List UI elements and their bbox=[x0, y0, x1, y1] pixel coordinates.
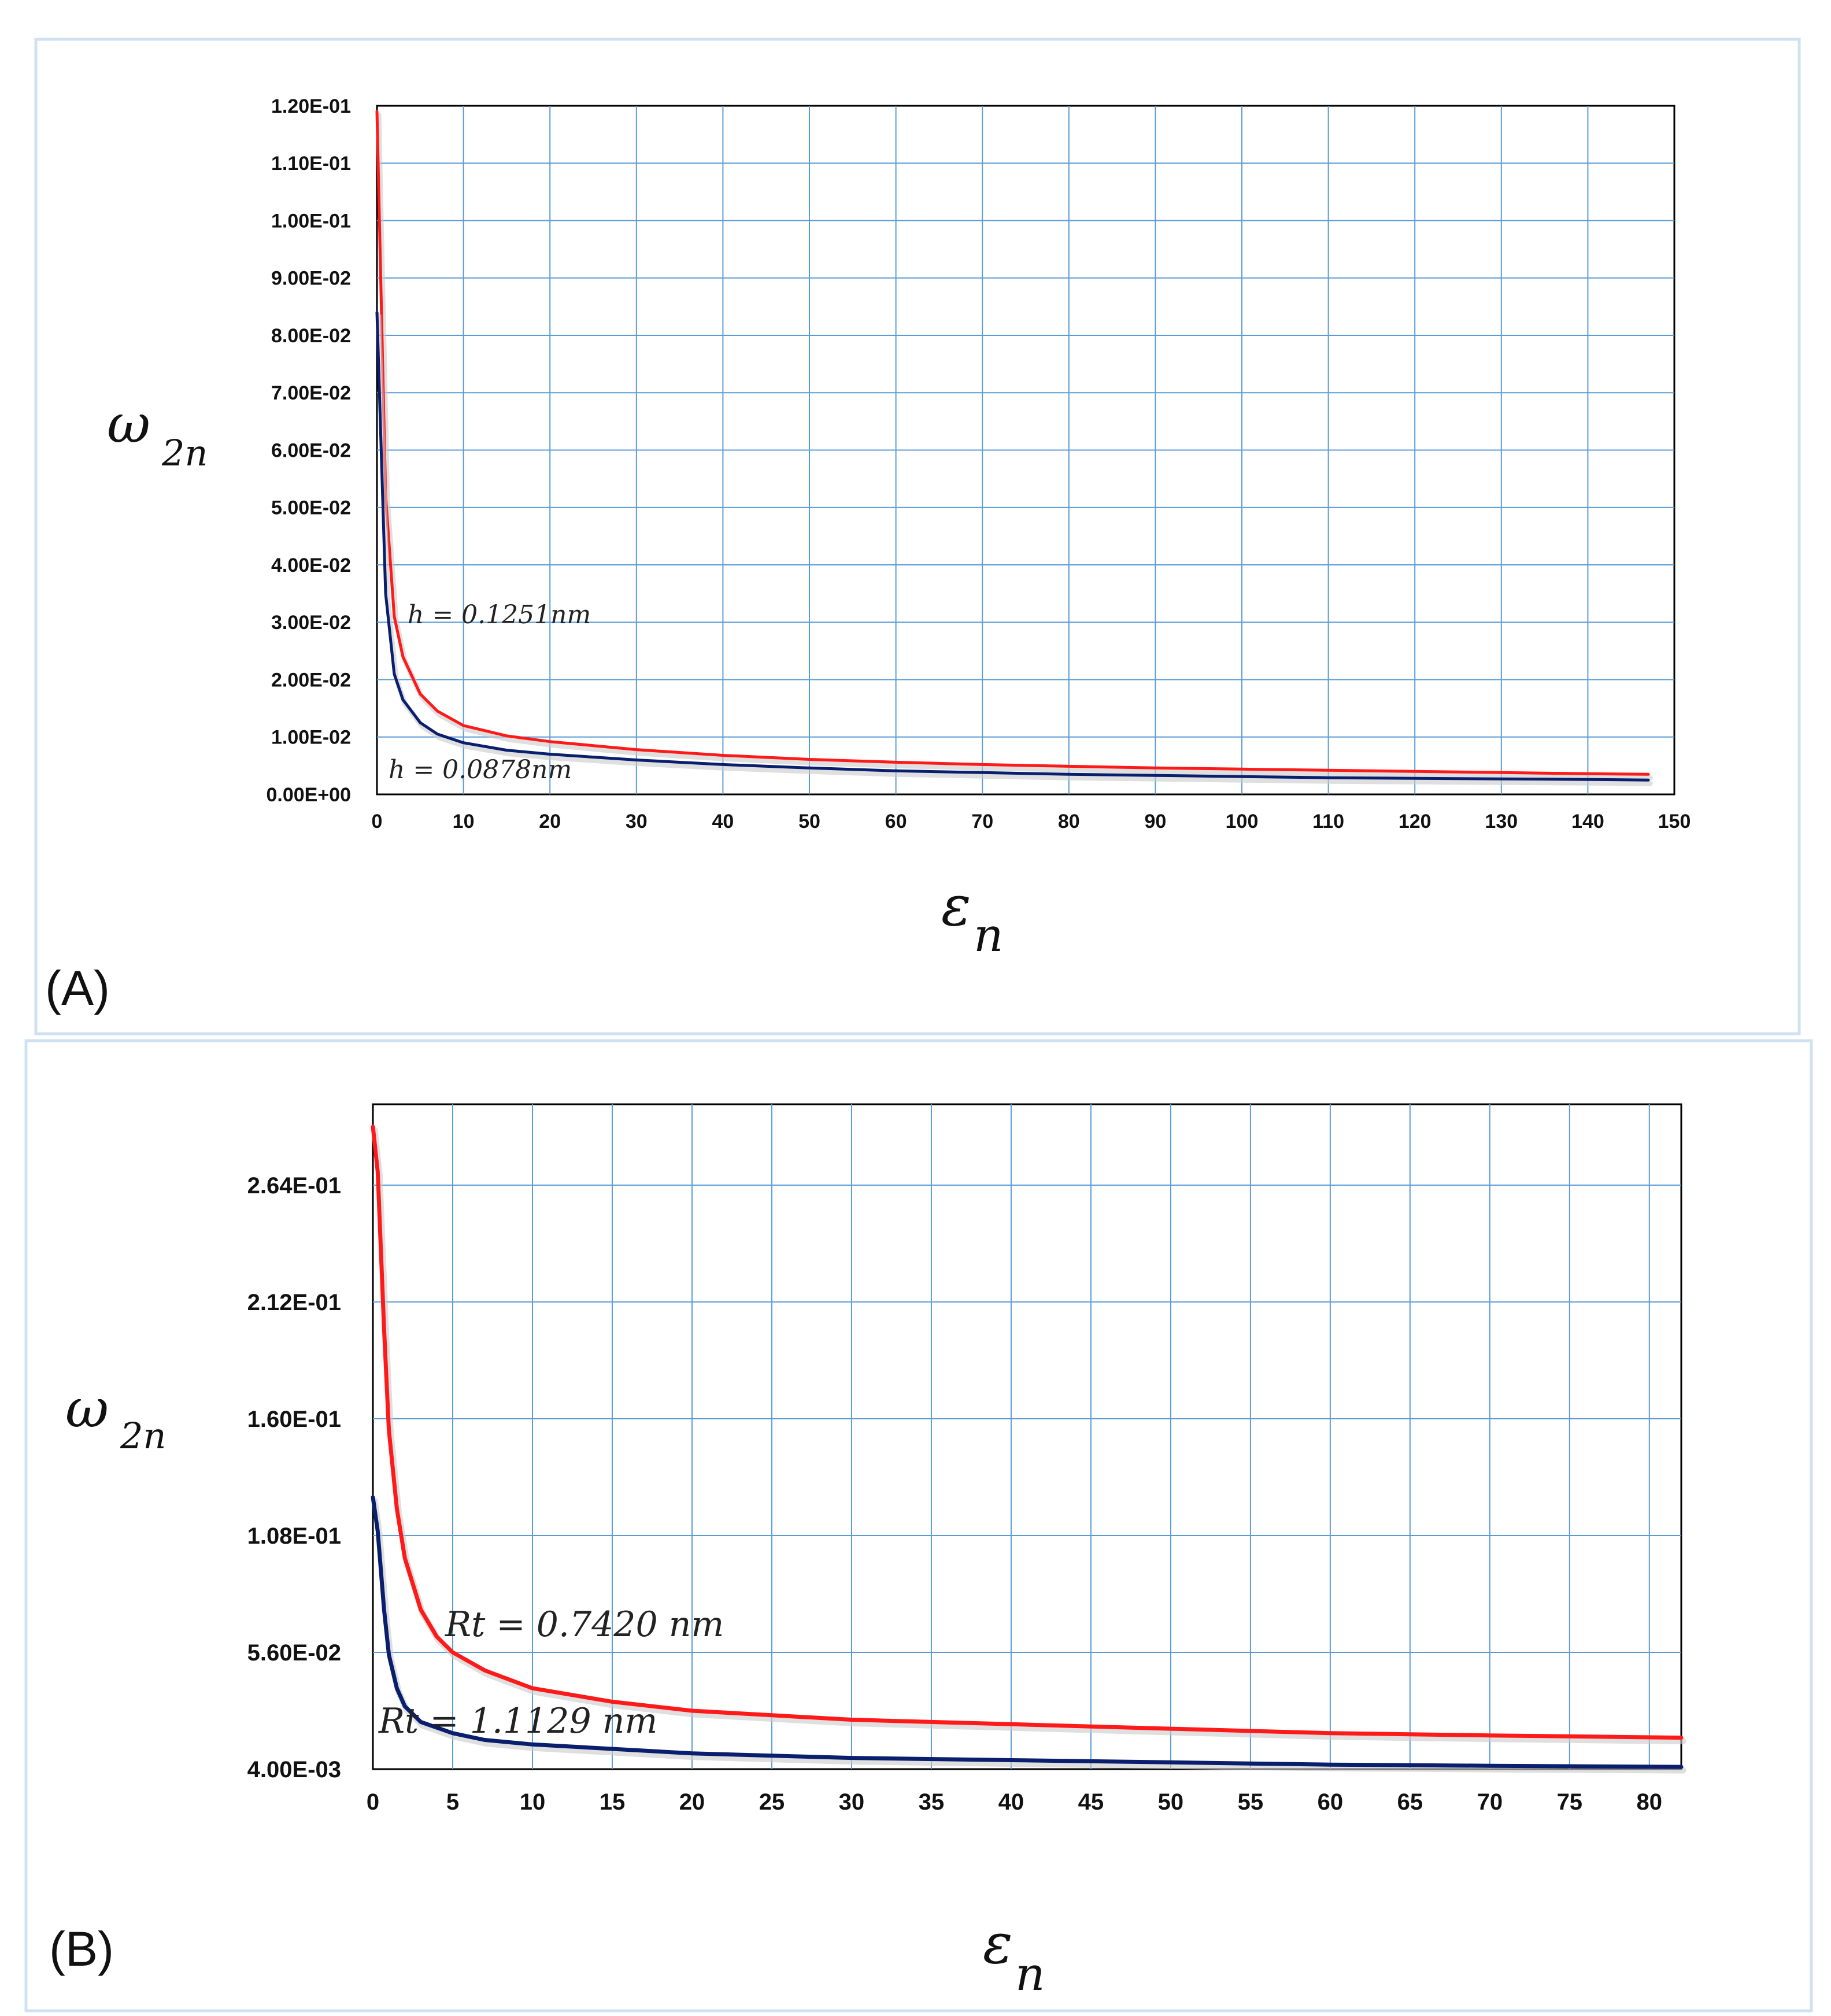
panel-b-y-tick-labels: 4.00E-03 5.60E-02 1.08E-01 1.60E-01 2.12E-01… bbox=[247, 1173, 341, 1782]
x-tick-label: 90 bbox=[1144, 811, 1166, 833]
x-tick-label: 20 bbox=[679, 1789, 705, 1815]
y-tick-label: 2.00E-02 bbox=[271, 669, 351, 691]
panel-b-x-axis-label: ε n bbox=[983, 1911, 1045, 2001]
x-tick-label: 55 bbox=[1238, 1789, 1264, 1815]
panel-a-y-tick-labels: 0.00E+00 1.00E-02 2.00E-02 3.00E-02 4.00E-02… bbox=[266, 95, 351, 806]
x-tick-label: 140 bbox=[1571, 811, 1604, 833]
x-tick-label: 70 bbox=[1477, 1789, 1503, 1815]
x-tick-label: 120 bbox=[1399, 811, 1431, 833]
x-tick-label: 110 bbox=[1312, 811, 1344, 833]
x-tick-label: 100 bbox=[1226, 811, 1259, 833]
y-axis-symbol: ω bbox=[65, 1378, 109, 1440]
x-tick-label: 40 bbox=[712, 811, 734, 833]
x-axis-subscript: n bbox=[974, 908, 1004, 962]
x-tick-label: 0 bbox=[372, 811, 383, 833]
x-tick-label: 15 bbox=[600, 1789, 626, 1815]
x-tick-label: 60 bbox=[1318, 1789, 1344, 1815]
y-tick-label: 0.00E+00 bbox=[266, 784, 351, 806]
x-tick-label: 45 bbox=[1078, 1789, 1104, 1815]
y-tick-label: 6.00E-02 bbox=[271, 439, 351, 461]
series-line-red bbox=[375, 110, 1650, 776]
y-axis-symbol: ω bbox=[107, 393, 150, 455]
x-tick-label: 35 bbox=[919, 1789, 945, 1815]
y-tick-label: 9.00E-02 bbox=[271, 268, 351, 290]
y-axis-subscript: 2n bbox=[120, 1415, 166, 1457]
x-axis-symbol: ε bbox=[983, 1911, 1013, 1976]
y-tick-label: 5.00E-02 bbox=[271, 497, 351, 519]
x-tick-label: 40 bbox=[998, 1789, 1024, 1815]
panel-a-label: (A) bbox=[45, 961, 110, 1015]
annotation-h-0.1251: h = 0.1251nm bbox=[408, 600, 591, 630]
annotation-rt-1.1129: Rt = 1.1129 nm bbox=[378, 1701, 657, 1741]
y-tick-label: 5.60E-02 bbox=[247, 1640, 341, 1666]
y-axis-subscript: 2n bbox=[161, 432, 208, 474]
x-tick-label: 130 bbox=[1485, 811, 1518, 833]
series-line-red bbox=[371, 1124, 1684, 1740]
y-tick-label: 2.12E-01 bbox=[247, 1290, 341, 1315]
x-tick-label: 0 bbox=[367, 1789, 379, 1815]
x-tick-label: 80 bbox=[1637, 1789, 1663, 1815]
panel-a-x-tick-labels: 0 10 20 30 40 50 60 70 80 90 100 110 120 130 140 150 bbox=[372, 811, 1691, 833]
y-tick-label: 4.00E-03 bbox=[247, 1757, 341, 1782]
panel-b-curves bbox=[371, 1124, 1686, 1774]
y-tick-label: 7.00E-02 bbox=[271, 382, 351, 404]
x-tick-label: 10 bbox=[453, 811, 475, 833]
x-tick-label: 20 bbox=[539, 811, 561, 833]
panel-a-grid bbox=[377, 106, 1674, 794]
y-tick-label: 3.00E-02 bbox=[271, 612, 351, 634]
panel-a-y-axis-label: ω 2n bbox=[107, 393, 208, 474]
x-tick-label: 25 bbox=[759, 1789, 785, 1815]
annotation-rt-0.7420: Rt = 0.7420 nm bbox=[445, 1604, 724, 1645]
panel-a: 0.00E+00 1.00E-02 2.00E-02 3.00E-02 4.00E-02… bbox=[34, 38, 1801, 1035]
panel-a-curves bbox=[375, 110, 1653, 786]
y-tick-label: 1.00E-01 bbox=[271, 210, 351, 232]
x-tick-label: 60 bbox=[885, 811, 907, 833]
x-tick-label: 5 bbox=[446, 1789, 459, 1815]
panel-b-plot-area bbox=[372, 1103, 1682, 1770]
y-tick-label: 1.00E-02 bbox=[271, 727, 351, 749]
x-axis-symbol: ε bbox=[941, 874, 971, 938]
x-tick-label: 50 bbox=[1158, 1789, 1184, 1815]
panel-a-x-axis-label: ε n bbox=[941, 874, 1004, 962]
x-tick-label: 50 bbox=[798, 811, 820, 833]
x-tick-label: 80 bbox=[1058, 811, 1080, 833]
y-tick-label: 2.64E-01 bbox=[247, 1173, 341, 1198]
y-tick-label: 1.60E-01 bbox=[247, 1407, 341, 1432]
y-tick-label: 1.10E-01 bbox=[271, 153, 351, 175]
y-tick-label: 1.20E-01 bbox=[271, 95, 351, 117]
x-tick-label: 30 bbox=[839, 1789, 865, 1815]
y-tick-label: 8.00E-02 bbox=[271, 325, 351, 347]
annotation-h-0.0878: h = 0.0878nm bbox=[389, 755, 572, 785]
x-tick-label: 65 bbox=[1397, 1789, 1423, 1815]
panel-b-label: (B) bbox=[49, 1922, 114, 1976]
x-tick-label: 150 bbox=[1658, 811, 1691, 833]
y-tick-label: 4.00E-02 bbox=[271, 554, 351, 576]
panel-b: 4.00E-03 5.60E-02 1.08E-01 1.60E-01 2.12E-01… bbox=[24, 1039, 1813, 2013]
series-line-navy bbox=[371, 1495, 1684, 1769]
series-line-navy bbox=[375, 310, 1650, 782]
x-axis-subscript: n bbox=[1015, 1947, 1045, 2001]
x-tick-label: 10 bbox=[520, 1789, 546, 1815]
y-tick-label: 1.08E-01 bbox=[247, 1523, 341, 1549]
x-tick-label: 75 bbox=[1557, 1789, 1583, 1815]
x-tick-label: 70 bbox=[971, 811, 993, 833]
x-tick-label: 30 bbox=[626, 811, 648, 833]
panel-b-y-axis-label: ω 2n bbox=[65, 1378, 166, 1457]
panel-b-x-tick-labels: 0 5 10 15 20 25 30 35 40 45 50 55 60 65 70 75 80 bbox=[367, 1789, 1662, 1815]
